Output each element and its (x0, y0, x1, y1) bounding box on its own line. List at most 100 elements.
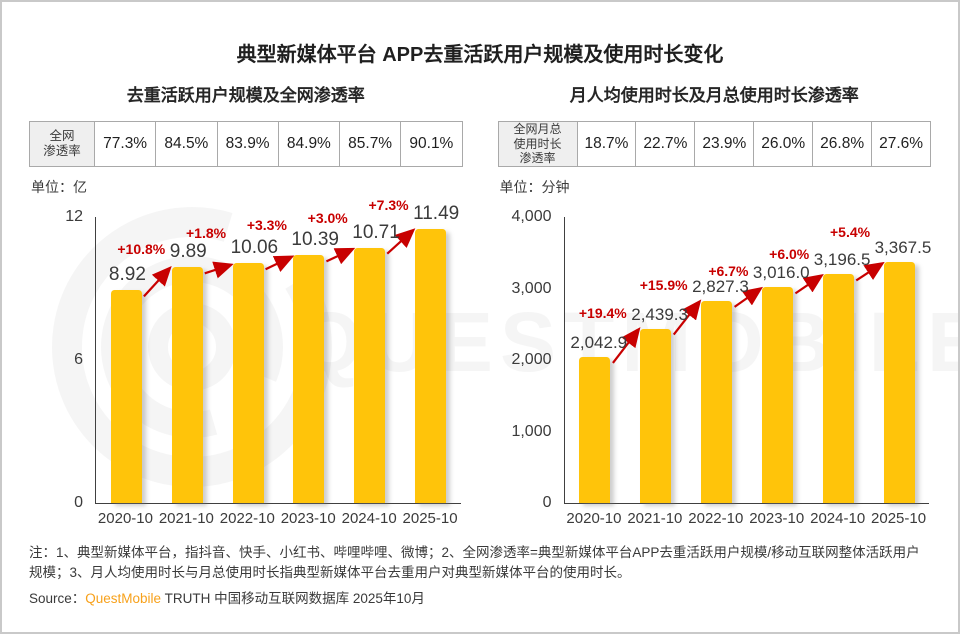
growth-percent-label: +19.4% (578, 304, 627, 321)
source-line: Source：QuestMobile TRUTH 中国移动互联网数据库 2025… (29, 587, 931, 607)
bar-value-label: 2,042.9 (570, 332, 628, 352)
questmobile-brand: QuestMobile (85, 590, 162, 606)
growth-arrow (611, 327, 640, 364)
y-tick-label: 1,000 (511, 422, 552, 440)
growth-percent-label: +15.9% (639, 276, 688, 293)
footer: 注：1、典型新媒体平台，指抖音、快手、小红书、哔哩哔哩、微博；2、全网渗透率=典… (2, 527, 958, 607)
table-value-cell: 90.1% (400, 122, 461, 166)
bar (701, 300, 733, 503)
table-header-cell: 全网月总 使用时长 渗透率 (498, 122, 577, 166)
bar (579, 356, 611, 503)
bar (293, 255, 325, 503)
bar-value-label: 10.06 (230, 237, 279, 259)
bar-value-label: 10.39 (291, 229, 339, 251)
table-value-cell: 84.5% (155, 122, 216, 166)
x-axis-label: 2021-10 (158, 510, 214, 527)
table-value-cell: 77.3% (94, 122, 155, 166)
plot-area: 8.92 9.89 10.06 10.39 10.71 11.49 +10.8% +1.8% +… (95, 197, 461, 504)
bar (883, 262, 915, 503)
bar (761, 287, 793, 503)
x-axis-label: 2022-10 (219, 510, 275, 527)
bar (640, 328, 672, 503)
x-axis-label: 2023-10 (280, 510, 336, 527)
growth-arrow (386, 228, 416, 255)
x-axis-label: 2024-10 (341, 510, 397, 527)
bar (232, 263, 264, 503)
growth-arrow (265, 255, 295, 272)
footnote: 注：1、典型新媒体平台，指抖音、快手、小红书、哔哩哔哩、微博；2、全网渗透率=典… (29, 545, 920, 581)
growth-percent-label: +7.3% (368, 197, 409, 214)
x-axis-label: 2024-10 (810, 510, 866, 527)
charts-row: 去重活跃用户规模及全网渗透率 全网 渗透率 77.3% 84.5% 83.9% 84.9%… (2, 81, 958, 527)
table-value-cell: 26.8% (812, 122, 871, 166)
x-axis-label: 2025-10 (402, 510, 458, 527)
y-tick-label: 12 (65, 208, 83, 225)
left-chart-subtitle: 去重活跃用户规模及全网渗透率 (126, 86, 365, 105)
bar-value-label: 9.89 (169, 241, 207, 263)
source-label: Source： (29, 590, 86, 606)
growth-percent-label: +1.8% (186, 225, 227, 242)
growth-arrow (672, 299, 701, 336)
bar (354, 247, 386, 503)
growth-arrows (143, 228, 416, 298)
growth-arrow (143, 266, 172, 298)
growth-percent-label: +10.8% (117, 241, 166, 258)
table-value-cell: 84.9% (277, 122, 339, 166)
left-chart-section: 去重活跃用户规模及全网渗透率 全网 渗透率 77.3% 84.5% 83.9% 84.9%… (29, 81, 463, 527)
unit-label: 单位：分钟 (499, 179, 570, 195)
right-chart-subtitle: 月人均使用时长及月总使用时长渗透率 (569, 86, 859, 105)
growth-percent-label: +6.7% (708, 263, 749, 280)
bar (822, 274, 854, 503)
x-axis-label: 2021-10 (627, 510, 683, 527)
time-penetration-table: 全网月总 使用时长 渗透率 18.7% 22.7% 23.9% 26.0% 26.8% 27.6… (497, 121, 931, 167)
growth-arrow (204, 261, 234, 279)
bar-value-label: 3,196.5 (813, 250, 871, 270)
growth-arrow (733, 286, 763, 308)
x-axis-label: 2023-10 (749, 510, 805, 527)
y-tick-label: 4,000 (511, 208, 552, 225)
bar-value-label: 2,439.3 (631, 304, 688, 324)
page-title: 典型新媒体平台 APP去重活跃用户规模及使用时长变化 (236, 44, 724, 66)
plot-area: 2,042.9 2,439.3 2,827.3 3,016.0 3,196.5 3,367… (563, 217, 932, 504)
bar-chart: 2,042.9 2,439.3 2,827.3 3,016.0 3,196.5 3,367… (498, 208, 932, 511)
penetration-table: 全网 渗透率 77.3% 84.5% 83.9% 84.9% 85.7% 90.1% (29, 121, 463, 167)
growth-percent-label: +3.3% (246, 217, 287, 234)
bar-value-label: 3,367.5 (874, 238, 932, 258)
table-value-cell: 27.6% (871, 122, 930, 166)
growth-arrows (611, 261, 885, 364)
bar-value-label: 11.49 (413, 203, 460, 225)
table-value-cell: 22.7% (635, 122, 694, 166)
table-value-cell: 23.9% (694, 122, 753, 166)
source-suffix: TRUTH 中国移动互联网数据库 2025年10月 (161, 590, 425, 606)
bar (415, 229, 447, 503)
y-tick-label: 2,000 (511, 351, 552, 368)
growth-arrow (855, 261, 885, 282)
bar-value-label: 10.71 (352, 221, 400, 243)
y-tick-label: 0 (74, 494, 83, 511)
x-axis-labels: 2020-10 2021-10 2022-10 2023-10 2024-10 2025-… (564, 510, 930, 527)
table-value-cell: 18.7% (576, 122, 636, 166)
bar-value-label: 3,016.0 (752, 263, 810, 283)
y-tick-label: 0 (542, 494, 552, 511)
unit-label: 单位：亿 (31, 179, 87, 195)
growth-arrow (794, 273, 824, 295)
bar-value-label: 2,827.3 (692, 276, 749, 296)
table-header-cell: 全网 渗透率 (30, 122, 94, 166)
x-axis-label: 2025-10 (871, 510, 927, 527)
y-tick-label: 3,000 (511, 279, 552, 297)
bar (110, 290, 142, 503)
x-axis-labels: 2020-10 2021-10 2022-10 2023-10 2024-10 2025-… (95, 510, 461, 527)
growth-percent-label: +6.0% (769, 246, 810, 263)
bar-value-label: 8.92 (108, 264, 146, 286)
y-tick-label: 6 (74, 351, 83, 368)
growth-arrow (325, 247, 356, 265)
table-value-cell: 26.0% (753, 122, 812, 166)
right-chart-section: 月人均使用时长及月总使用时长渗透率 全网月总 使用时长 渗透率 18.7% 22.7% 2… (497, 81, 932, 527)
x-axis-label: 2020-10 (566, 510, 622, 527)
bar (171, 267, 203, 503)
growth-percent-label: +3.0% (307, 209, 348, 226)
x-axis-label: 2020-10 (97, 510, 153, 527)
growth-percent-label: +5.4% (830, 224, 871, 241)
x-axis-label: 2022-10 (688, 510, 744, 527)
